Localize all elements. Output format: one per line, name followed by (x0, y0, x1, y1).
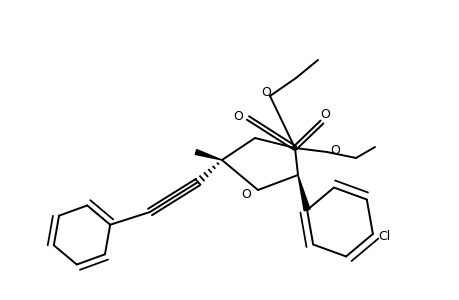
Text: Cl: Cl (377, 230, 389, 244)
Text: O: O (233, 110, 242, 122)
Text: O: O (261, 85, 270, 98)
Text: O: O (330, 143, 339, 157)
Text: O: O (319, 107, 329, 121)
Polygon shape (297, 175, 309, 211)
Polygon shape (195, 150, 222, 160)
Text: O: O (241, 188, 251, 200)
